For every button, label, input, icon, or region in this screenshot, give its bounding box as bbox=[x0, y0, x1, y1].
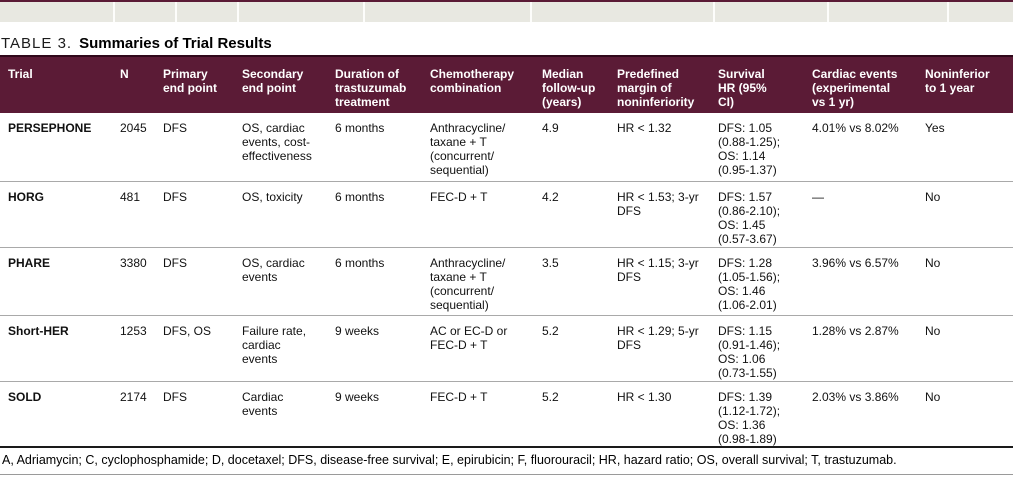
table-title: TABLE 3. Summaries of Trial Results bbox=[1, 35, 1013, 52]
table-cell: HR < 1.32 bbox=[617, 121, 672, 135]
table-cell: — bbox=[804, 180, 917, 247]
table-cell: OS, cardiac events, cost- effectiveness bbox=[242, 121, 312, 163]
table-cell: Yes bbox=[925, 121, 945, 135]
trial-name-cell: HORG bbox=[0, 180, 112, 247]
table-cell: Failure rate, cardiac events bbox=[234, 314, 327, 381]
table-cell: HR < 1.29; 5-yr DFS bbox=[609, 314, 710, 381]
table-cell: DFS bbox=[163, 121, 187, 135]
col-header-chemotherapy-combination: Chemotherapy combination bbox=[422, 56, 534, 113]
table-cell: Cardiac events bbox=[234, 380, 327, 446]
table-cell: 3.96% vs 6.57% bbox=[804, 246, 917, 315]
table-cell: DFS bbox=[155, 180, 234, 247]
table-footnote: A, Adriamycin; C, cyclophosphamide; D, d… bbox=[0, 445, 1013, 475]
table-cell: 5.2 bbox=[534, 314, 609, 381]
table-body: PERSEPHONE 2045 DFS OS, cardiac events, … bbox=[0, 113, 1013, 446]
table-cell: OS, toxicity bbox=[234, 180, 327, 247]
col-header-median-followup: Median follow-up (years) bbox=[534, 56, 609, 113]
trial-name-cell: SOLD bbox=[0, 380, 112, 446]
col-header-trastuzumab-duration: Duration of trastuzumab treatment bbox=[327, 56, 422, 113]
trial-name-cell: Short-HER bbox=[0, 314, 112, 381]
table-cell: 6 months bbox=[327, 246, 422, 315]
table-cell: 4.9 bbox=[542, 121, 559, 135]
table-cell: 2174 bbox=[112, 380, 155, 446]
table-cell: DFS: 1.15 (0.91-1.46); OS: 1.06 (0.73-1.… bbox=[710, 314, 804, 381]
table-cell: 2.03% vs 3.86% bbox=[804, 380, 917, 446]
table-cell: No bbox=[917, 246, 1013, 315]
table-cell: DFS bbox=[155, 380, 234, 446]
table-cell: DFS: 1.39 (1.12-1.72); OS: 1.36 (0.98-1.… bbox=[710, 380, 804, 446]
col-header-noninferior-to-1yr: Noninferior to 1 year bbox=[917, 56, 1013, 113]
table-cell: DFS, OS bbox=[155, 314, 234, 381]
table-cell: No bbox=[917, 380, 1013, 446]
table-cell: Anthracycline/ taxane + T (concurrent/ s… bbox=[422, 246, 534, 315]
table-cell: 1253 bbox=[112, 314, 155, 381]
table-cell: DFS: 1.57 (0.86-2.10); OS: 1.45 (0.57-3.… bbox=[710, 180, 804, 247]
table-cell: No bbox=[917, 314, 1013, 381]
header-row: Trial N Primary end point Secondary end … bbox=[0, 56, 1013, 113]
table-cell: FEC-D + T bbox=[422, 180, 534, 247]
table-cell: HR < 1.15; 3-yr DFS bbox=[609, 246, 710, 315]
table-row-sold: SOLD 2174 DFS Cardiac events 9 weeks FEC… bbox=[0, 380, 1013, 446]
col-header-secondary-endpoint: Secondary end point bbox=[234, 56, 327, 113]
table-cell: 5.2 bbox=[534, 380, 609, 446]
table-title-text: Summaries of Trial Results bbox=[79, 35, 272, 52]
table-cell: No bbox=[917, 180, 1013, 247]
table-cell: DFS: 1.05 (0.88-1.25); OS: 1.14 (0.95-1.… bbox=[718, 121, 781, 177]
trial-results-table: Trial N Primary end point Secondary end … bbox=[0, 55, 1013, 446]
col-header-survival-hr: Survival HR (95% CI) bbox=[710, 56, 804, 113]
col-header-primary-endpoint: Primary end point bbox=[155, 56, 234, 113]
table-number-label: TABLE 3. bbox=[1, 35, 73, 52]
col-header-noninferiority-margin: Predefined margin of noninferiority bbox=[609, 56, 710, 113]
previous-table-remnant-strip bbox=[0, 0, 1013, 22]
table-cell: 9 weeks bbox=[327, 314, 422, 381]
table-row-short-her: Short-HER 1253 DFS, OS Failure rate, car… bbox=[0, 314, 1013, 381]
table-header: Trial N Primary end point Secondary end … bbox=[0, 56, 1013, 113]
col-header-trial: Trial bbox=[0, 56, 112, 113]
table-cell: 4.01% vs 8.02% bbox=[812, 121, 899, 135]
table-row-persephone: PERSEPHONE 2045 DFS OS, cardiac events, … bbox=[0, 113, 1013, 181]
table-cell: FEC-D + T bbox=[422, 380, 534, 446]
table-cell: 4.2 bbox=[534, 180, 609, 247]
table-cell: OS, cardiac events bbox=[234, 246, 327, 315]
table-row-phare: PHARE 3380 DFS OS, cardiac events 6 mont… bbox=[0, 246, 1013, 315]
table-row-horg: HORG 481 DFS OS, toxicity 6 months FEC-D… bbox=[0, 180, 1013, 247]
col-header-n: N bbox=[112, 56, 155, 113]
table-cell: 2045 bbox=[120, 121, 147, 135]
table-cell: 6 months bbox=[335, 121, 385, 135]
trial-name-cell: PERSEPHONE bbox=[8, 121, 92, 135]
table-cell: DFS bbox=[155, 246, 234, 315]
table-cell: 3380 bbox=[112, 246, 155, 315]
table-cell: HR < 1.53; 3-yr DFS bbox=[609, 180, 710, 247]
table-cell: HR < 1.30 bbox=[609, 380, 710, 446]
col-header-cardiac-events: Cardiac events (experimental vs 1 yr) bbox=[804, 56, 917, 113]
table-cell: 3.5 bbox=[534, 246, 609, 315]
table-cell: 9 weeks bbox=[327, 380, 422, 446]
table-cell: 1.28% vs 2.87% bbox=[804, 314, 917, 381]
table-cell: Anthracycline/ taxane + T (concurrent/ s… bbox=[430, 121, 506, 177]
table-cell: AC or EC-D or FEC-D + T bbox=[422, 314, 534, 381]
table-cell: 6 months bbox=[327, 180, 422, 247]
table-cell: DFS: 1.28 (1.05-1.56); OS: 1.46 (1.06-2.… bbox=[710, 246, 804, 315]
table-cell: 481 bbox=[112, 180, 155, 247]
trial-name-cell: PHARE bbox=[0, 246, 112, 315]
